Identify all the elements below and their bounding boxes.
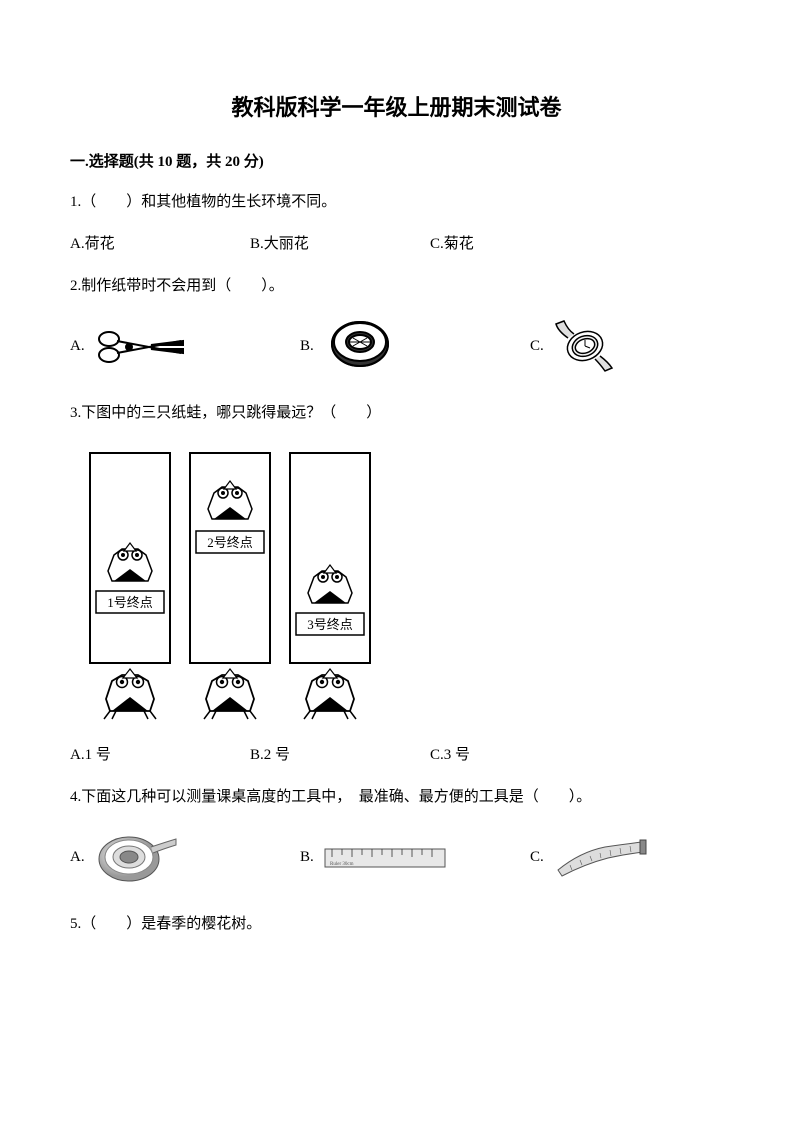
question-3: 3.下图中的三只纸蛙，哪只跳得最远？（ ） [70,400,723,427]
q2-options: A. B. [70,316,723,376]
question-1: 1.（ ）和其他植物的生长环境不同。 [70,189,723,216]
q3-option-c: C.3 号 [430,743,610,764]
watch-icon [550,316,620,376]
q1-option-b: B.大丽花 [250,232,430,253]
page-title: 教科版科学一年级上册期末测试卷 [70,90,723,122]
q2-option-a-label: A. [70,338,85,355]
q4-options: A. B. [70,827,723,887]
q1-option-c: C.菊花 [430,232,610,253]
frog-jump-diagram: 1号终点 2号终点 3号终点 [70,443,723,723]
q4-option-b-label: B. [300,849,314,866]
q3-option-a: A.1 号 [70,743,250,764]
tape-roll-icon [320,316,400,376]
q3-option-b: B.2 号 [250,743,430,764]
svg-text:Ruler 30cm: Ruler 30cm [330,862,354,867]
q2-option-c-label: C. [530,338,544,355]
q4-option-a-label: A. [70,849,85,866]
q3-options: A.1 号 B.2 号 C.3 号 [70,743,723,764]
section-header: 一.选择题(共 10 题，共 20 分) [70,150,723,171]
q1-option-a: A.荷花 [70,232,250,253]
question-2: 2.制作纸带时不会用到（ ）。 [70,273,723,300]
lane2-end-label: 2号终点 [207,535,253,550]
tape-coil-icon [91,827,181,887]
lane3-end-label: 3号终点 [307,617,353,632]
lane1-end-label: 1号终点 [107,595,153,610]
question-4: 4.下面这几种可以测量课桌高度的工具中， 最准确、最方便的工具是（ ）。 [70,784,723,811]
ruler-icon: Ruler 30cm [320,837,450,877]
q4-option-c-label: C. [530,849,544,866]
q2-option-b-label: B. [300,338,314,355]
question-5: 5.（ ）是春季的樱花树。 [70,911,723,938]
frog-start-icons [104,669,356,719]
measuring-tape-icon [550,832,650,882]
q1-options: A.荷花 B.大丽花 C.菊花 [70,232,723,253]
scissors-icon [91,319,191,374]
